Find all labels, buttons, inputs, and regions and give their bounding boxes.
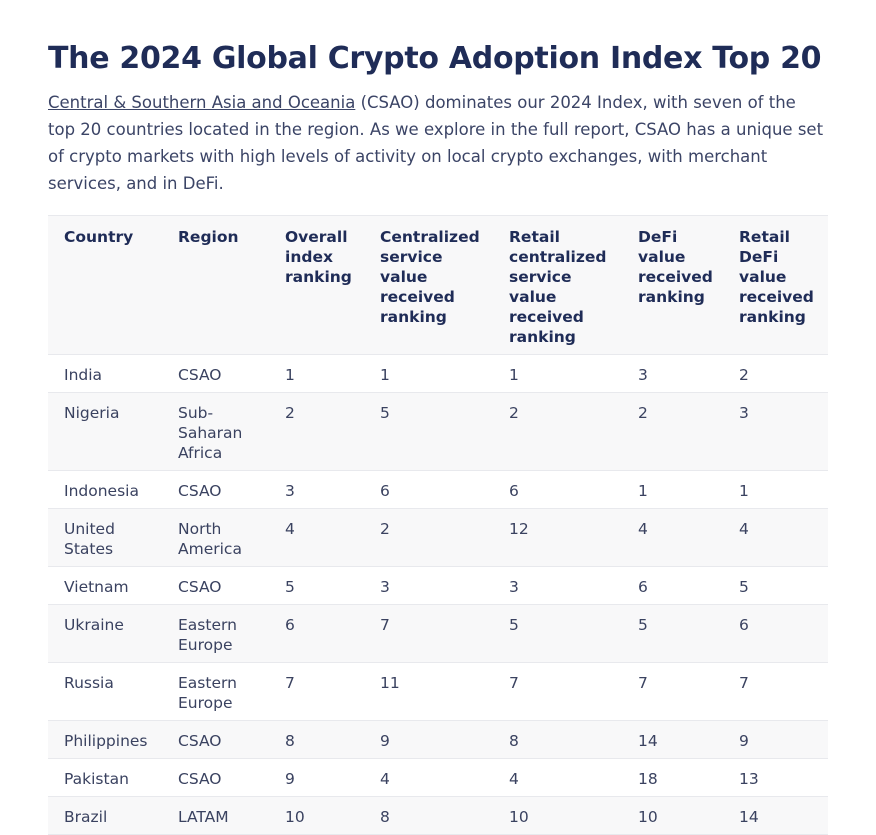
country-cell: Russia bbox=[48, 662, 162, 721]
country-cell: Philippines bbox=[48, 720, 162, 759]
country-cell: Vietnam bbox=[48, 566, 162, 605]
region-cell: Eastern Europe bbox=[162, 662, 269, 721]
csao-region-link[interactable]: Central & Southern Asia and Oceania bbox=[48, 93, 356, 112]
overall-ranking-cell: 2 bbox=[269, 392, 364, 471]
table-header-row: Country Region Overall index ranking Cen… bbox=[48, 215, 828, 355]
table-row: United States North America 4 2 12 4 4 bbox=[48, 508, 828, 567]
country-cell: Indonesia bbox=[48, 470, 162, 509]
header-overall-ranking: Overall index ranking bbox=[269, 215, 364, 355]
retail-centralized-ranking-cell: 3 bbox=[493, 566, 622, 605]
centralized-ranking-cell: 8 bbox=[364, 796, 493, 835]
region-cell: CSAO bbox=[162, 566, 269, 605]
intro-text: (CSAO) dominates our 2024 Index, with se… bbox=[48, 93, 824, 193]
table-row: Philippines CSAO 8 9 8 14 9 bbox=[48, 720, 828, 759]
retail-defi-ranking-cell: 3 bbox=[723, 392, 828, 471]
centralized-ranking-cell: 1 bbox=[364, 354, 493, 393]
table-row: Russia Eastern Europe 7 11 7 7 7 bbox=[48, 662, 828, 721]
retail-defi-ranking-cell: 13 bbox=[723, 758, 828, 797]
centralized-ranking-cell: 6 bbox=[364, 470, 493, 509]
table-row: Brazil LATAM 10 8 10 10 14 bbox=[48, 796, 828, 835]
retail-defi-ranking-cell: 4 bbox=[723, 508, 828, 567]
country-cell: India bbox=[48, 354, 162, 393]
region-cell: North America bbox=[162, 508, 269, 567]
region-cell: CSAO bbox=[162, 354, 269, 393]
retail-centralized-ranking-cell: 10 bbox=[493, 796, 622, 835]
page-title: The 2024 Global Crypto Adoption Index To… bbox=[48, 41, 822, 76]
region-cell: CSAO bbox=[162, 720, 269, 759]
adoption-index-table: Country Region Overall index ranking Cen… bbox=[48, 215, 828, 835]
country-cell: Ukraine bbox=[48, 604, 162, 663]
country-cell: Brazil bbox=[48, 796, 162, 835]
retail-centralized-ranking-cell: 5 bbox=[493, 604, 622, 663]
overall-ranking-cell: 6 bbox=[269, 604, 364, 663]
retail-centralized-ranking-cell: 1 bbox=[493, 354, 622, 393]
defi-ranking-cell: 14 bbox=[622, 720, 723, 759]
defi-ranking-cell: 3 bbox=[622, 354, 723, 393]
retail-centralized-ranking-cell: 6 bbox=[493, 470, 622, 509]
centralized-ranking-cell: 3 bbox=[364, 566, 493, 605]
centralized-ranking-cell: 11 bbox=[364, 662, 493, 721]
defi-ranking-cell: 18 bbox=[622, 758, 723, 797]
retail-centralized-ranking-cell: 8 bbox=[493, 720, 622, 759]
overall-ranking-cell: 3 bbox=[269, 470, 364, 509]
retail-centralized-ranking-cell: 2 bbox=[493, 392, 622, 471]
defi-ranking-cell: 2 bbox=[622, 392, 723, 471]
retail-defi-ranking-cell: 6 bbox=[723, 604, 828, 663]
table-body: India CSAO 1 1 1 3 2 Nigeria Sub-Saharan Africa 2… bbox=[48, 354, 828, 835]
table-row: Nigeria Sub-Saharan Africa 2 5 2 2 3 bbox=[48, 392, 828, 471]
retail-centralized-ranking-cell: 7 bbox=[493, 662, 622, 721]
country-cell: United States bbox=[48, 508, 162, 567]
overall-ranking-cell: 9 bbox=[269, 758, 364, 797]
retail-defi-ranking-cell: 14 bbox=[723, 796, 828, 835]
centralized-ranking-cell: 2 bbox=[364, 508, 493, 567]
retail-defi-ranking-cell: 2 bbox=[723, 354, 828, 393]
retail-defi-ranking-cell: 7 bbox=[723, 662, 828, 721]
table-row: India CSAO 1 1 1 3 2 bbox=[48, 354, 828, 393]
retail-centralized-ranking-cell: 4 bbox=[493, 758, 622, 797]
centralized-ranking-cell: 4 bbox=[364, 758, 493, 797]
retail-defi-ranking-cell: 9 bbox=[723, 720, 828, 759]
header-retail-centralized-ranking: Retail centralized service value receive… bbox=[493, 215, 622, 355]
retail-defi-ranking-cell: 5 bbox=[723, 566, 828, 605]
region-cell: Sub-Saharan Africa bbox=[162, 392, 269, 471]
centralized-ranking-cell: 9 bbox=[364, 720, 493, 759]
region-cell: LATAM bbox=[162, 796, 269, 835]
retail-defi-ranking-cell: 1 bbox=[723, 470, 828, 509]
overall-ranking-cell: 10 bbox=[269, 796, 364, 835]
defi-ranking-cell: 6 bbox=[622, 566, 723, 605]
header-country: Country bbox=[48, 215, 162, 355]
centralized-ranking-cell: 5 bbox=[364, 392, 493, 471]
defi-ranking-cell: 7 bbox=[622, 662, 723, 721]
retail-centralized-ranking-cell: 12 bbox=[493, 508, 622, 567]
defi-ranking-cell: 10 bbox=[622, 796, 723, 835]
overall-ranking-cell: 1 bbox=[269, 354, 364, 393]
overall-ranking-cell: 8 bbox=[269, 720, 364, 759]
header-region: Region bbox=[162, 215, 269, 355]
overall-ranking-cell: 4 bbox=[269, 508, 364, 567]
overall-ranking-cell: 7 bbox=[269, 662, 364, 721]
intro-paragraph: Central & Southern Asia and Oceania (CSA… bbox=[48, 89, 828, 197]
header-retail-defi-ranking: Retail DeFi value received ranking bbox=[723, 215, 828, 355]
header-centralized-ranking: Centralized service value received ranki… bbox=[364, 215, 493, 355]
header-defi-ranking: DeFi value received ranking bbox=[622, 215, 723, 355]
region-cell: Eastern Europe bbox=[162, 604, 269, 663]
defi-ranking-cell: 4 bbox=[622, 508, 723, 567]
country-cell: Nigeria bbox=[48, 392, 162, 471]
region-cell: CSAO bbox=[162, 758, 269, 797]
defi-ranking-cell: 1 bbox=[622, 470, 723, 509]
region-cell: CSAO bbox=[162, 470, 269, 509]
overall-ranking-cell: 5 bbox=[269, 566, 364, 605]
defi-ranking-cell: 5 bbox=[622, 604, 723, 663]
country-cell: Pakistan bbox=[48, 758, 162, 797]
table-row: Indonesia CSAO 3 6 6 1 1 bbox=[48, 470, 828, 509]
table-row: Vietnam CSAO 5 3 3 6 5 bbox=[48, 566, 828, 605]
centralized-ranking-cell: 7 bbox=[364, 604, 493, 663]
table-row: Pakistan CSAO 9 4 4 18 13 bbox=[48, 758, 828, 797]
table-row: Ukraine Eastern Europe 6 7 5 5 6 bbox=[48, 604, 828, 663]
